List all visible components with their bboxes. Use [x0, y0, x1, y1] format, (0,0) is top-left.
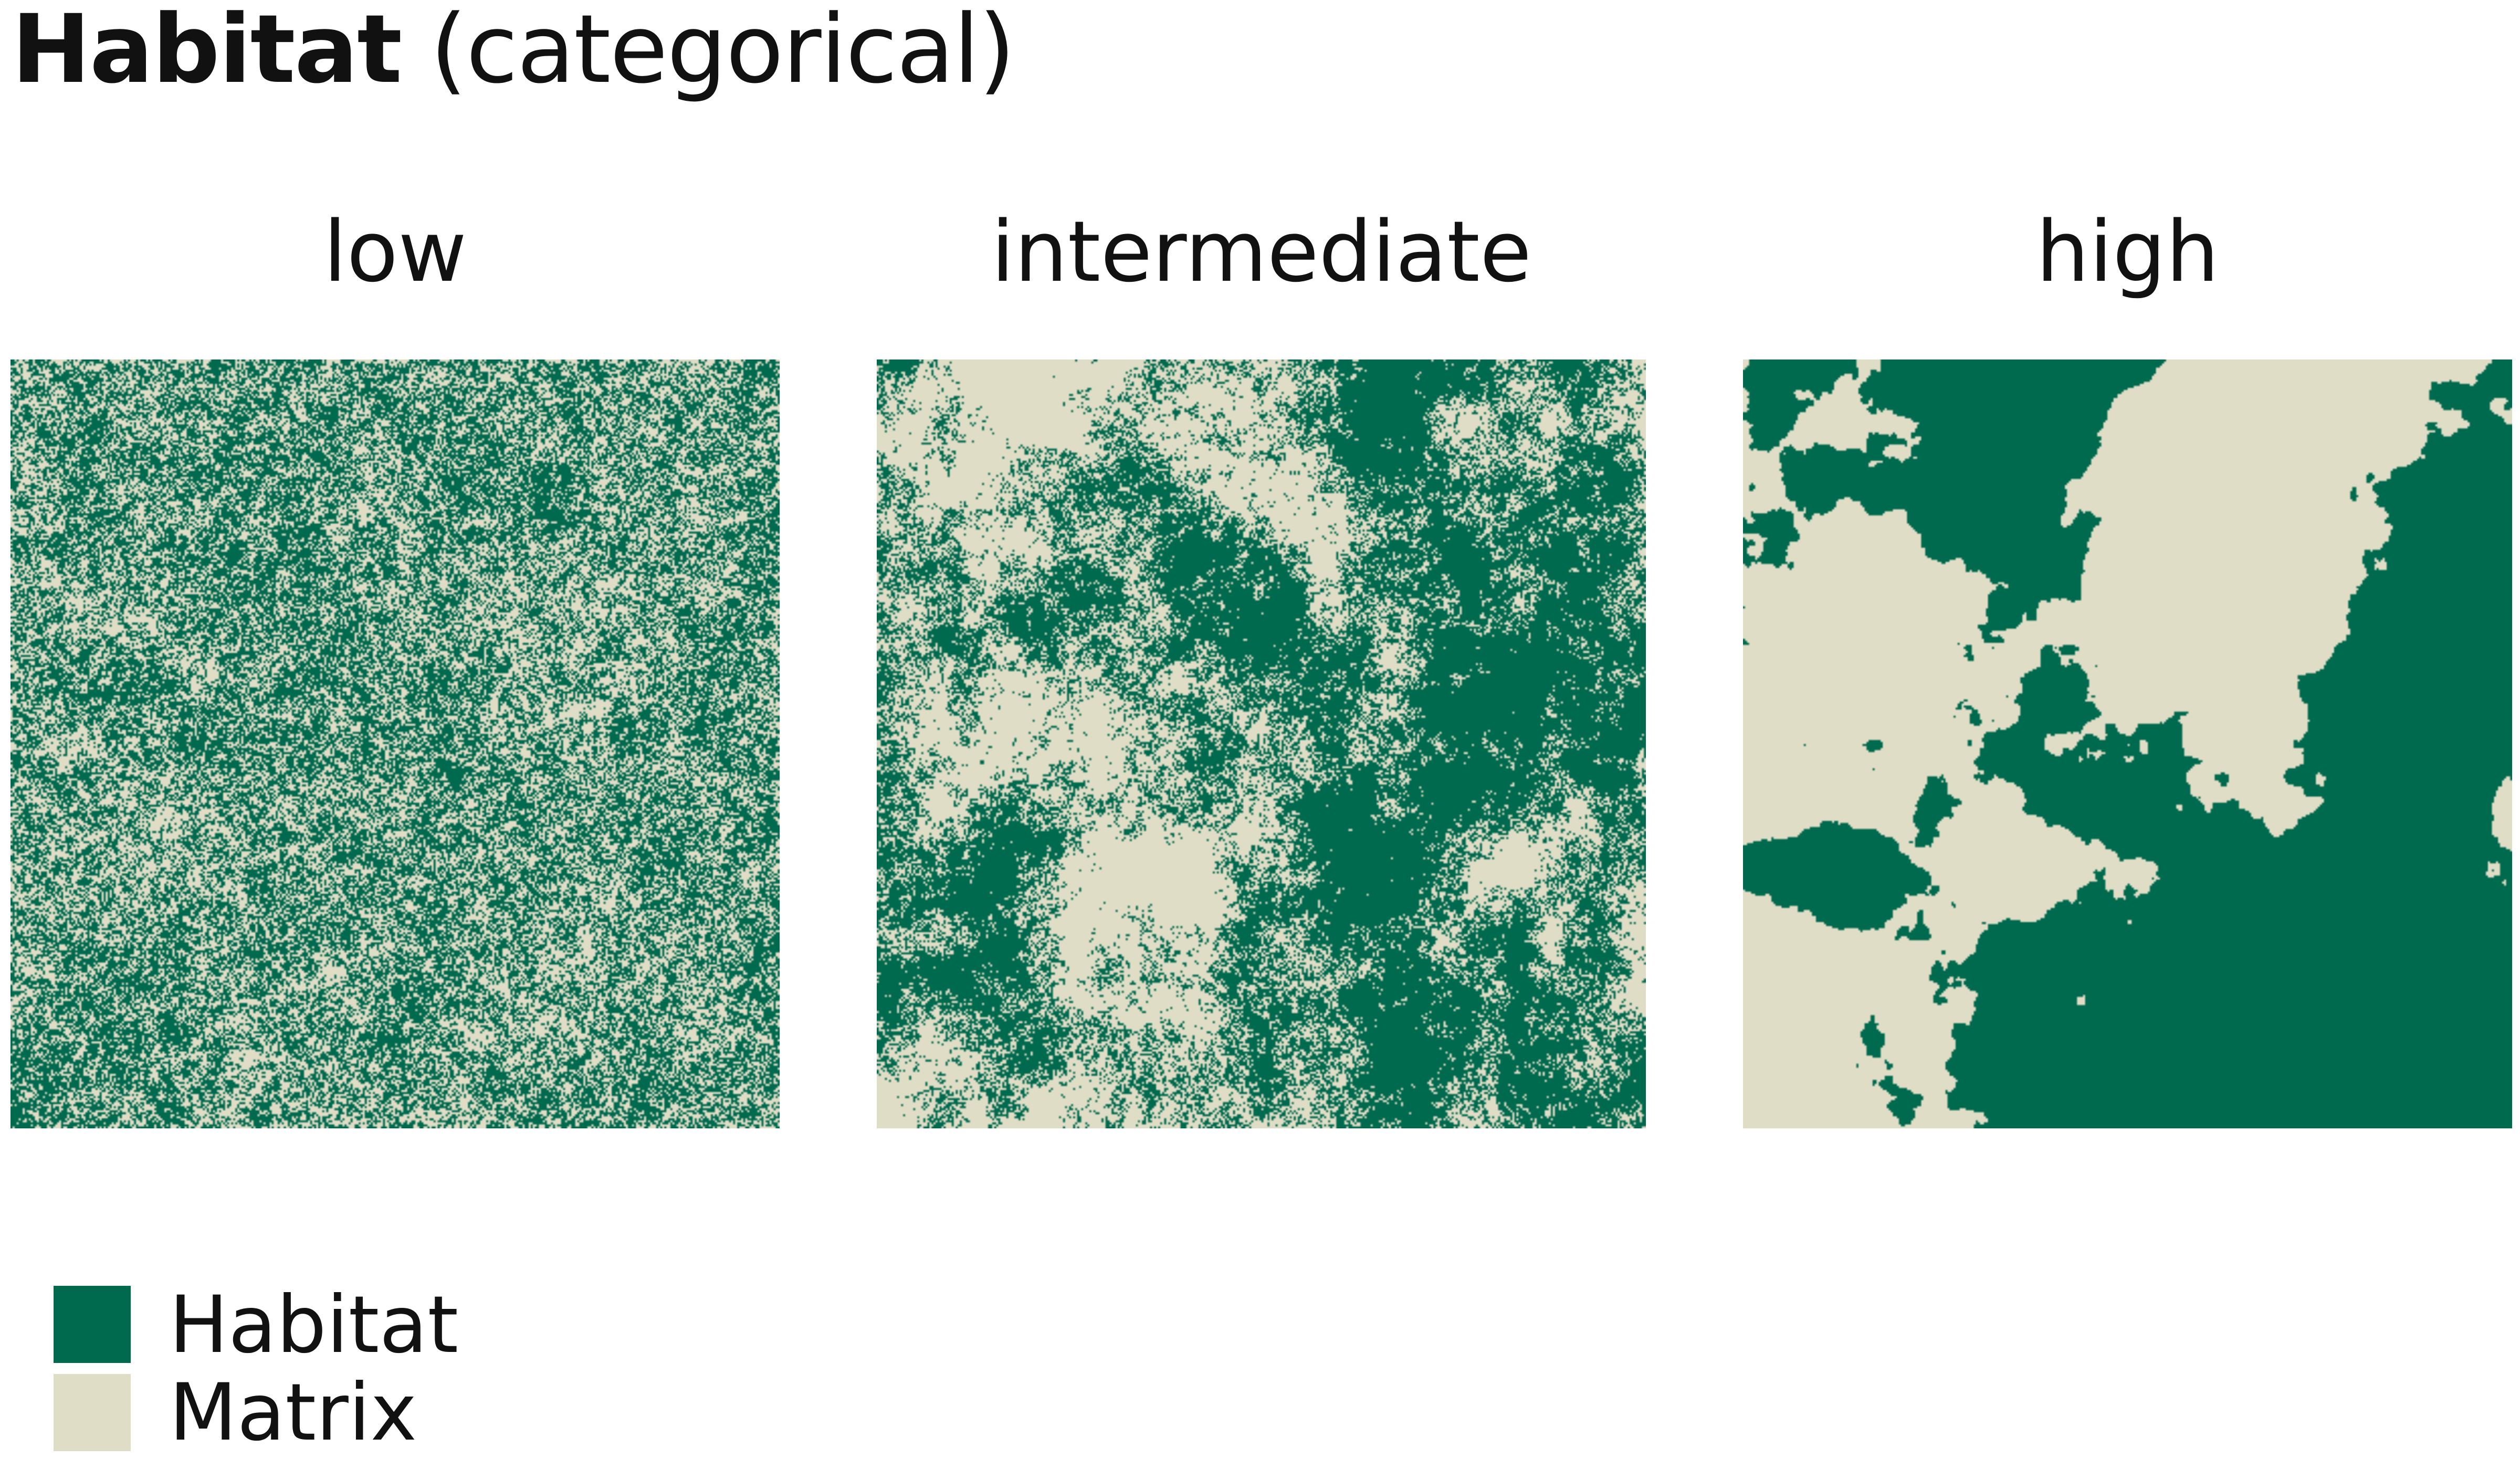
title-qualifier: (categorical) — [401, 0, 1015, 104]
landscape-map-low — [10, 360, 780, 1128]
legend-label-habitat: Habitat — [169, 1280, 459, 1371]
panel-label-intermediate: intermediate — [991, 203, 1532, 301]
panel-label-high: high — [2036, 203, 2219, 301]
legend-swatch-habitat — [54, 1286, 131, 1363]
figure-title: Habitat (categorical) — [12, 0, 1015, 100]
legend-label-matrix: Matrix — [169, 1367, 417, 1458]
legend-swatch-matrix — [54, 1374, 131, 1451]
landscape-map-intermediate — [877, 360, 1646, 1128]
landscape-map-high — [1743, 360, 2512, 1128]
panel-label-low: low — [323, 203, 467, 301]
title-main: Habitat — [12, 0, 402, 104]
